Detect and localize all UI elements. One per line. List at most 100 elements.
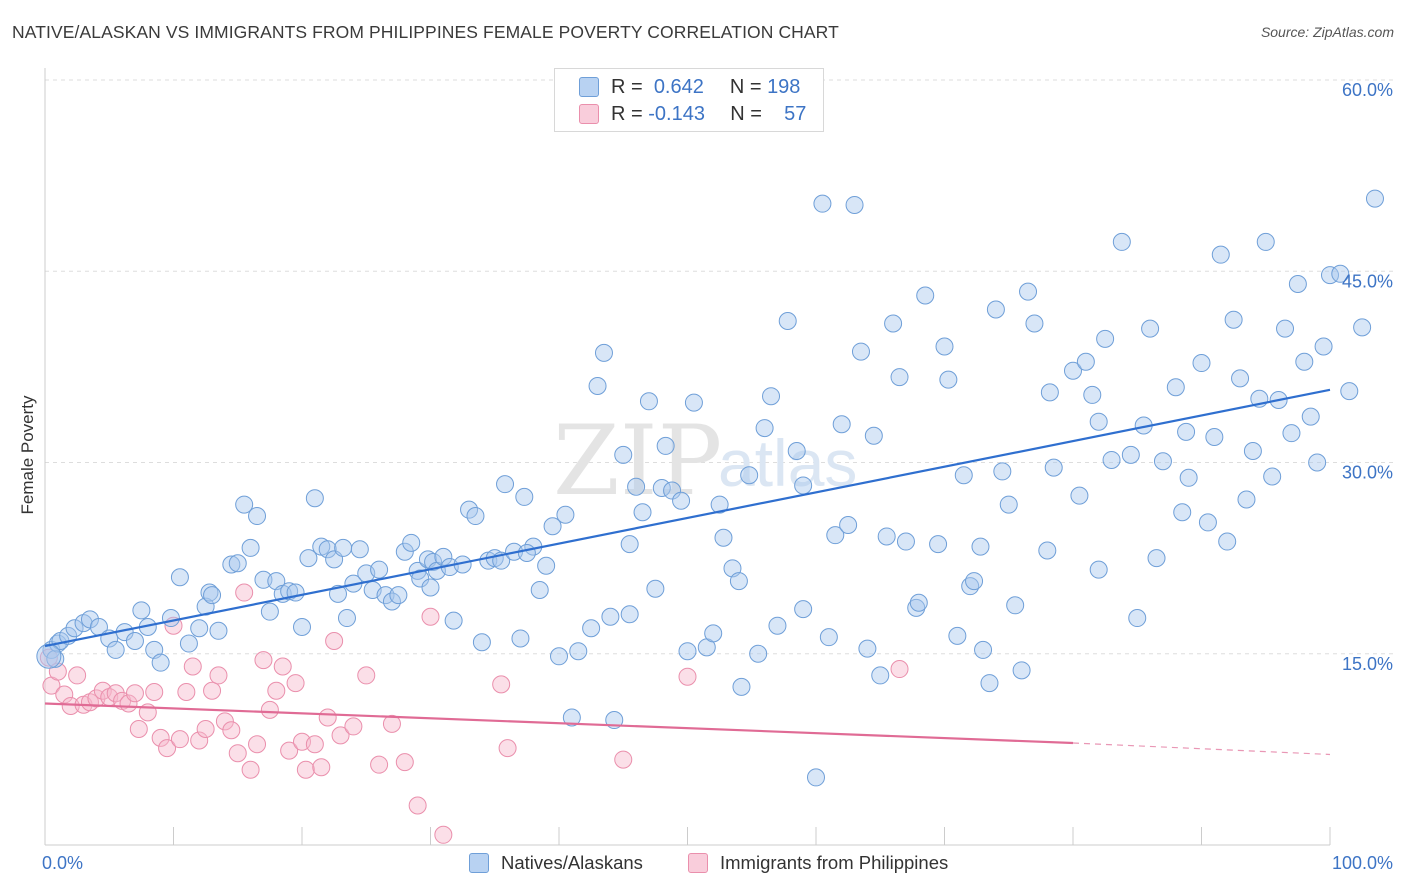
legend-r-value: -0.143 [648,102,705,125]
natives-point [530,581,549,599]
x-tick-label: 0.0% [42,853,83,873]
philippines-point [55,685,74,704]
legend-row-natives: R = 0.642 N = 198 [579,75,800,99]
natives-point [907,598,926,617]
philippines-point [370,755,389,774]
philippines-trend-extension [1072,742,1331,756]
philippines-point [183,657,202,676]
natives-point [1173,503,1192,522]
philippines-point [344,717,363,736]
natives-point [1040,383,1059,402]
x-tick-label: 100.0% [1332,853,1393,873]
natives-point [511,629,530,648]
natives-point [337,609,356,628]
natives-point [620,605,639,624]
correlation-legend: R = 0.642 N = 198 R = -0.143 N = 57 [554,68,824,132]
legend-r-label: R = [611,102,643,125]
philippines-point [273,657,292,676]
philippines-point [890,660,909,679]
natives-point [740,466,759,485]
legend-n-value: 57 [784,102,807,125]
natives-point [1076,352,1095,371]
natives-point [434,547,453,566]
natives-point [1331,264,1350,283]
watermark: ZIP atlas [553,405,857,517]
natives-point [370,560,389,579]
philippines-point [68,666,87,685]
natives-point [1064,361,1082,380]
philippines-point [203,681,222,700]
natives-point [1218,532,1237,551]
philippines-point [267,681,286,700]
natives-point [1282,424,1301,443]
tick-labels: 15.0% 30.0% 45.0% 60.0% 0.0% 100.0% [42,80,1393,873]
natives-point [1288,275,1307,293]
natives-point [704,624,723,643]
philippines-point [296,760,315,779]
natives-point [884,314,903,333]
natives-point [916,286,935,305]
natives-point [260,602,279,621]
natives-point [939,370,958,389]
y-tick-label: 45.0% [1342,271,1393,291]
legend-item-philippines[interactable]: Immigrants from Philippines [688,852,948,874]
natives-point [1147,549,1166,568]
natives-point [132,601,151,620]
legend-n-label: N = [730,102,762,125]
natives-point [858,639,877,658]
philippines-point [331,726,350,745]
natives-point [125,632,144,650]
philippines-point [158,739,177,758]
natives-point [1276,319,1295,338]
natives-point [1070,486,1089,505]
natives-point [36,643,62,669]
philippines-point [215,712,234,731]
natives-point [877,527,896,546]
natives-point [646,579,665,598]
natives-point [550,647,568,666]
philippines-point [145,683,164,701]
watermark-zip: ZIP [553,405,722,517]
philippines-point [678,667,697,686]
natives-point [601,607,620,626]
natives-point [762,387,781,406]
natives-point [1025,314,1044,333]
natives-point [909,593,928,612]
natives-point [929,535,948,554]
philippines-point [254,651,273,670]
natives-point [515,487,534,506]
natives-point [890,368,909,387]
natives-point [974,640,993,659]
natives-point [1256,232,1275,251]
natives-point [1211,245,1230,264]
legend-swatch-philippines [579,104,599,124]
natives-point [1044,458,1063,477]
natives-point [1205,428,1224,446]
natives-point [444,611,463,630]
natives-point [819,628,838,647]
natives-point [286,583,305,602]
philippines-point [196,719,215,738]
natives-point [1231,369,1250,388]
series-natives-points [36,189,1384,787]
legend-r-value: 0.642 [653,75,704,98]
legend-n-value: 198 [767,75,801,98]
y-tick-label: 30.0% [1342,463,1393,483]
natives-point [1295,352,1314,371]
natives-point [714,528,733,547]
natives-point [1314,337,1333,356]
natives-point [749,644,768,663]
natives-point [620,535,639,554]
natives-trend-line [44,388,1331,648]
natives-point [466,507,485,526]
philippines-point [125,684,144,703]
natives-point [851,342,870,361]
natives-point [935,337,954,356]
philippines-point [395,753,414,772]
natives-point [826,526,845,545]
legend-swatch-natives [469,853,489,873]
legend-item-natives[interactable]: Natives/Alaskans [469,852,643,874]
natives-point [209,621,228,640]
philippines-point [222,721,241,740]
